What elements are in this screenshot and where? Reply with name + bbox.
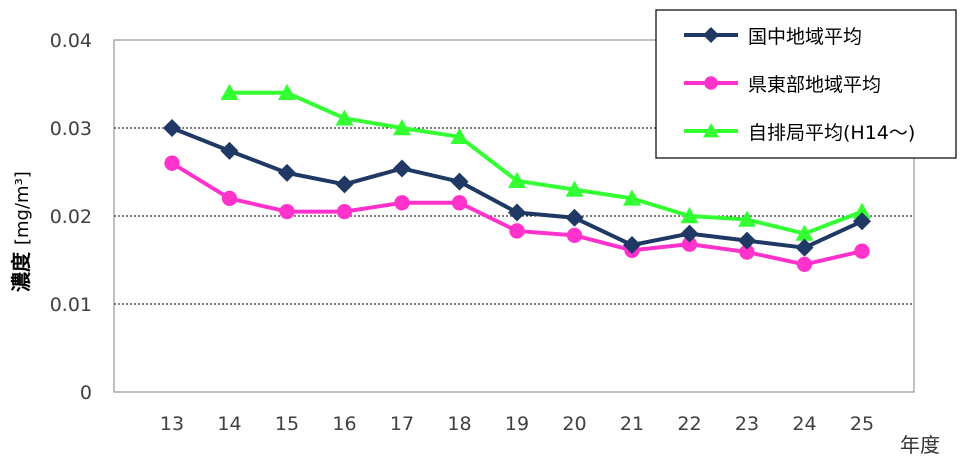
series-3-point-24 <box>795 224 814 241</box>
series-3-point-25 <box>853 202 871 219</box>
y-tick-label-4: 0.04 <box>50 30 92 52</box>
x-tick-label-24: 24 <box>792 413 816 435</box>
legend-swatch-series-1 <box>684 27 738 43</box>
series-1-point-17 <box>393 159 411 178</box>
legend: 国中地域平均 県東部地域平均 自排局平均(H14〜) <box>655 9 957 159</box>
series-2-point-17 <box>394 195 410 211</box>
x-tick-label-18: 18 <box>447 413 471 435</box>
y-tick-label-3: 0.03 <box>50 118 92 140</box>
series-3-point-23 <box>738 210 756 227</box>
series-1-point-21 <box>623 236 641 255</box>
x-tick-label-22: 22 <box>677 413 701 435</box>
series-1-point-13 <box>163 119 181 137</box>
x-tick-labels: 13 14 15 16 17 18 19 20 21 22 23 24 25 <box>160 413 874 435</box>
legend-label-series-2: 県東部地域平均 <box>748 74 881 96</box>
series-3-line <box>229 90 863 236</box>
series-1-point-23 <box>738 231 756 250</box>
x-tick-label-16: 16 <box>332 413 356 435</box>
series-2-point-25 <box>854 243 870 259</box>
series-1 <box>163 119 871 257</box>
series-2-point-20 <box>566 227 583 244</box>
series-1-point-24 <box>795 238 814 257</box>
plot-area <box>113 39 915 393</box>
series-2-point-24 <box>796 256 813 273</box>
x-tick-label-13: 13 <box>160 413 184 435</box>
legend-swatch-marker-2 <box>704 76 718 90</box>
series-3-point-17 <box>393 119 411 136</box>
series-3-point-14 <box>220 83 239 100</box>
series-1-point-14 <box>220 141 239 160</box>
series-2 <box>164 155 870 273</box>
series-2-point-16 <box>336 203 353 220</box>
series-1-point-16 <box>335 175 354 194</box>
series-3-point-19 <box>508 171 526 188</box>
y-axis-label: 濃度 <box>9 251 33 292</box>
legend-swatch-series-3 <box>684 123 738 138</box>
series-1-point-18 <box>450 172 469 191</box>
x-tick-label-15: 15 <box>275 413 299 435</box>
series-3 <box>220 83 871 241</box>
series-3-point-22 <box>680 207 699 224</box>
x-tick-label-23: 23 <box>735 413 759 435</box>
x-tick-label-25: 25 <box>850 413 874 435</box>
series-2-point-13 <box>164 155 180 171</box>
series-3-point-18 <box>450 127 469 144</box>
legend-label-series-3: 自排局平均(H14〜) <box>748 122 915 144</box>
series-1-point-20 <box>565 208 584 227</box>
series-1-point-22 <box>680 224 699 243</box>
y-tick-label-0: 0 <box>80 382 92 404</box>
series-2-point-14 <box>221 190 238 207</box>
x-tick-label-21: 21 <box>620 413 644 435</box>
series-2-point-23 <box>739 244 755 260</box>
legend-swatch-series-2 <box>684 76 738 90</box>
series-1-point-19 <box>508 203 526 222</box>
series-3-point-16 <box>335 109 354 126</box>
series-2-point-15 <box>279 203 295 220</box>
legend-label-series-1: 国中地域平均 <box>748 26 862 48</box>
y-tick-label-2: 0.02 <box>50 206 92 228</box>
series-3-point-20 <box>565 180 584 197</box>
y-tick-label-1: 0.01 <box>50 294 92 316</box>
series-1-point-15 <box>278 163 296 182</box>
legend-swatch-marker-3 <box>703 123 719 138</box>
x-tick-label-19: 19 <box>505 413 529 435</box>
series-1-point-25 <box>853 212 871 231</box>
series-2-point-18 <box>451 195 468 211</box>
series-2-point-22 <box>681 236 698 252</box>
series-3-point-21 <box>623 189 641 206</box>
x-tick-label-20: 20 <box>562 413 586 435</box>
y-axis-unit: [mg/m³] <box>12 171 33 245</box>
series-2-point-19 <box>509 223 525 239</box>
x-axis-label: 年度 <box>900 433 940 457</box>
data-series <box>163 83 871 273</box>
x-tick-label-17: 17 <box>390 413 414 435</box>
series-3-point-15 <box>278 83 296 100</box>
legend-swatch-marker-1 <box>703 27 719 43</box>
y-tick-labels: 0 0.01 0.02 0.03 0.04 <box>50 30 92 404</box>
x-tick-label-14: 14 <box>217 413 241 435</box>
